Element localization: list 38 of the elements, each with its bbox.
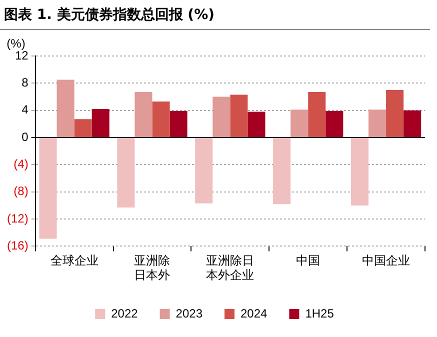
bar	[74, 119, 92, 138]
bar	[273, 138, 291, 204]
bar	[248, 112, 266, 138]
bar	[212, 96, 230, 138]
y-tick-label: (8)	[14, 184, 28, 198]
y-tick-label: (16)	[6, 238, 28, 253]
y-tick-label: (4)	[14, 157, 28, 171]
y-tick-label: 4	[22, 102, 29, 117]
bar	[350, 138, 368, 206]
y-tick-label: 0	[22, 130, 29, 144]
x-tick-label: 亚洲除日本外	[134, 254, 170, 282]
bar	[92, 108, 110, 138]
bar	[170, 111, 188, 138]
bar	[134, 92, 152, 138]
bar	[386, 90, 404, 138]
y-tick-label: (12)	[6, 211, 28, 226]
y-axis-title: (%)	[6, 36, 26, 50]
bar	[404, 110, 422, 138]
x-tick-label: 亚洲除日本外企业	[206, 254, 254, 282]
legend-label: 1H25	[305, 306, 334, 320]
x-tick-label: 中国	[296, 254, 320, 268]
bar	[39, 138, 57, 239]
legend-label: 2024	[240, 306, 268, 320]
bar	[195, 138, 213, 204]
bar	[290, 110, 308, 138]
bar	[117, 138, 135, 208]
bar	[368, 110, 386, 138]
x-tick-label: 中国企业	[362, 254, 410, 268]
bar	[230, 94, 248, 138]
bar	[56, 80, 74, 138]
legend-label: 2023	[176, 306, 203, 320]
bar	[326, 111, 344, 138]
bar	[308, 92, 326, 138]
bar	[152, 102, 170, 138]
chart-title: 图表 1. 美元债券指数总回报 (%)	[0, 0, 430, 30]
legend-label: 2022	[111, 306, 138, 320]
y-tick-label: 8	[22, 75, 29, 90]
x-tick-label: 全球企业	[50, 254, 98, 268]
